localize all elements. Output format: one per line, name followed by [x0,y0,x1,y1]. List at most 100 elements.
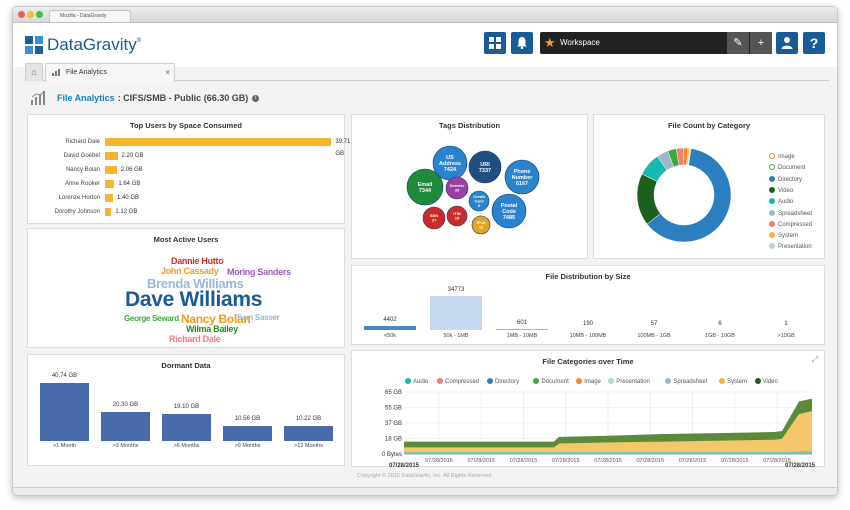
category-legend-item: Audio [769,198,793,205]
donut-slice[interactable] [687,148,692,166]
size-value: 57 [650,321,658,327]
active-user-word[interactable]: Nancy Bolan [181,312,251,326]
maximize-window-icon[interactable] [36,11,43,18]
legend-label: Video [762,379,778,385]
user-icon [781,37,793,49]
expand-icon[interactable]: ⤢ [811,355,818,364]
tab-home[interactable]: ⌂ [25,63,43,81]
legend-label: Image [778,154,795,160]
dormant-bar-label: >9 Months [234,443,261,449]
legend-swatch [719,378,725,384]
x-axis-end: 07/28/2015 [785,463,816,468]
close-window-icon[interactable] [18,11,25,18]
dormant-bar-label: >12 Months [294,443,323,449]
size-label: >10GB [777,333,795,339]
tag-bubble-label: Card [474,198,484,203]
add-workspace-button[interactable]: + [750,32,772,54]
user-menu-button[interactable] [776,32,798,54]
top-user-name: Richard Dale [65,139,100,145]
x-tick-label: 07/28/2015 [552,458,580,464]
category-legend-item: Presentation [769,243,812,250]
active-user-word[interactable]: John Cassady [161,266,219,276]
timeline-legend-item: Directory [487,378,519,385]
dormant-bar [223,425,272,441]
top-user-bar [105,194,113,202]
timeline-legend-item: Presentation [608,378,650,385]
active-user-word[interactable]: Brenda Williams [147,276,244,291]
dormant-bar [284,426,333,441]
top-user-bar [105,180,115,188]
top-user-name: David Goebel [63,153,100,159]
legend-label: Compressed [778,221,813,228]
active-user-word[interactable]: Moring Sanders [227,267,291,277]
size-value: 190 [582,321,593,327]
browser-tab[interactable]: Mozilla - DataGravity [49,10,131,22]
dormant-data-title: Dormant Data [161,361,211,370]
category-legend-item: Document [769,164,805,171]
size-label: 100MB - 1GB [637,333,671,339]
dashboard-grid-button[interactable] [484,32,506,54]
active-user-word[interactable]: George Seward [124,314,179,323]
active-user-word[interactable]: Wilma Bailey [186,324,238,334]
logo-trademark: ® [136,38,142,44]
size-bar [496,328,548,330]
app-header: DataGravity ® ★ Workspace ✎ + ? [13,23,837,67]
tab-file-analytics[interactable]: File Analytics × [45,63,175,82]
x-tick-label: 07/28/2015 [425,458,453,464]
timeline-panel: File Categories over Time ⤢ Audio Compres… [351,350,825,468]
logo-text: DataGravity [47,35,137,54]
notifications-button[interactable] [511,32,533,54]
minimize-window-icon[interactable] [27,11,34,18]
timeline-legend-item: System [719,378,747,385]
edit-workspace-button[interactable]: ✎ [727,32,749,54]
dormant-bar-label: >6 Months [173,443,200,449]
category-legend-item: Spreadsheet [769,209,813,217]
dormant-bar [40,383,89,441]
workspace-selector[interactable]: ★ Workspace ✎ + [540,32,772,54]
top-user-bar [105,166,117,174]
active-user-word[interactable]: Dave Williams [125,288,263,311]
active-users-panel: Most Active Users Dannie Hutto John Cassa… [27,228,345,348]
active-user-word[interactable]: Richard Dale [169,334,221,344]
top-user-value: 1.64 GB [118,181,141,187]
star-icon: ★ [544,35,556,50]
x-tick-label: 07/28/2015 [467,458,495,464]
top-user-value: 1.40 GB [116,195,139,201]
size-label: <50k [383,333,397,339]
help-button[interactable]: ? [803,32,825,54]
size-value: 6 [718,321,722,327]
tag-bubble-label: Address [439,161,461,167]
logo[interactable]: DataGravity ® [25,34,141,56]
legend-label: Document [778,165,806,172]
logo-icon [25,36,43,54]
active-user-word[interactable]: Dannie Hutto [171,256,224,266]
tag-bubble-count: 0 [478,203,481,208]
help-icon: ? [809,35,819,51]
size-bar [364,325,416,330]
bell-icon [517,37,527,50]
legend-label: Document [541,379,569,385]
size-value: 34773 [447,287,465,293]
donut-slice[interactable] [646,148,732,243]
page-title-link[interactable]: File Analytics [57,93,115,103]
tag-bubble-count: 15 [455,216,460,221]
tag-bubble-label: Generic [450,183,466,188]
top-user-bar [105,208,112,216]
tag-bubble-label: Code [502,209,516,215]
legend-swatch [405,378,411,384]
active-user-word[interactable]: Sam Sasser [237,313,280,322]
close-tab-icon[interactable]: × [165,68,170,77]
tag-bubble-label: Email [418,182,433,188]
info-icon[interactable]: i [252,94,260,102]
legend-label: Spreadsheet [778,210,813,217]
timeline-legend-item: Spreadsheet [665,378,707,385]
